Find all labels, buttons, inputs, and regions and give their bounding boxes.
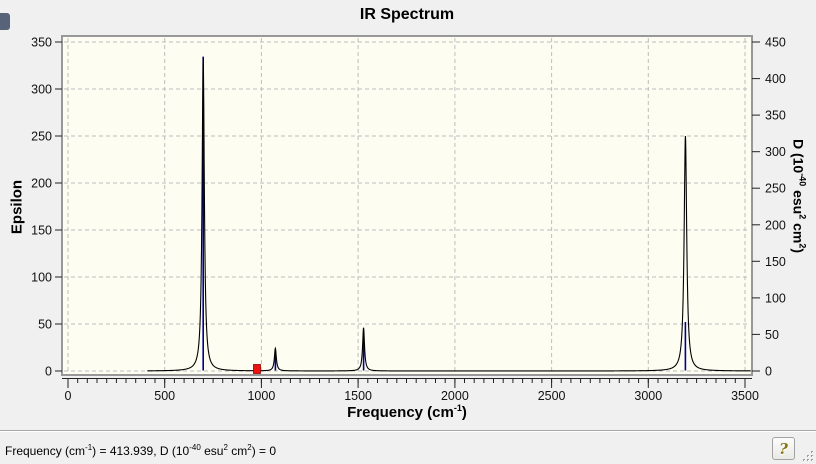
y-right-tick-labels: 0 50 100 150 200 250 300 350 400 450 xyxy=(765,36,786,379)
svg-text:0: 0 xyxy=(765,365,772,379)
svg-text:150: 150 xyxy=(31,224,52,238)
svg-text:2000: 2000 xyxy=(441,389,469,403)
svg-text:150: 150 xyxy=(765,255,786,269)
svg-text:400: 400 xyxy=(765,72,786,86)
status-bar: Frequency (cm-1) = 413.939, D (10-40 esu… xyxy=(0,430,816,464)
plot-background xyxy=(62,36,752,375)
chart-title: IR Spectrum xyxy=(359,6,455,23)
spectrum-plot[interactable]: 0 500 1000 1500 2000 2500 3000 3500050100150200… xyxy=(0,0,816,430)
svg-text:3000: 3000 xyxy=(634,389,662,403)
x-tick-labels: 0 500 1000 1500 2000 2500 3000 3500 xyxy=(65,389,759,403)
svg-text:200: 200 xyxy=(765,218,786,232)
svg-text:250: 250 xyxy=(765,182,786,196)
svg-text:350: 350 xyxy=(765,109,786,123)
dipole-strength-sticks xyxy=(202,56,687,371)
svg-text:450: 450 xyxy=(765,36,786,50)
svg-text:2500: 2500 xyxy=(538,389,566,403)
svg-text:3500: 3500 xyxy=(731,389,759,403)
svg-text:100: 100 xyxy=(765,291,786,305)
plot-frame xyxy=(61,35,753,376)
svg-text:300: 300 xyxy=(765,145,786,159)
svg-text:50: 50 xyxy=(38,318,52,332)
question-mark-icon: ? xyxy=(779,439,788,458)
help-button[interactable]: ? xyxy=(772,437,795,460)
y-left-axis xyxy=(55,41,62,372)
svg-text:500: 500 xyxy=(154,389,175,403)
svg-text:0: 0 xyxy=(45,365,52,379)
selected-mode-marker xyxy=(253,364,261,374)
resize-grip-icon[interactable] xyxy=(801,449,815,463)
svg-text:100: 100 xyxy=(31,271,52,285)
epsilon-curve xyxy=(147,57,751,372)
x-axis xyxy=(62,378,752,388)
svg-text:250: 250 xyxy=(31,130,52,144)
y-left-tick-labels: 0 50 100 150 200 250 300 350 xyxy=(31,36,52,379)
svg-text:50: 50 xyxy=(765,328,779,342)
svg-text:200: 200 xyxy=(31,177,52,191)
y-right-axis xyxy=(752,41,760,372)
svg-text:1500: 1500 xyxy=(344,389,372,403)
svg-text:300: 300 xyxy=(31,83,52,97)
window-corner-artifact xyxy=(0,13,10,30)
svg-text:0: 0 xyxy=(65,389,72,403)
status-readout: Frequency (cm-1) = 413.939, D (10-40 esu… xyxy=(5,443,277,458)
svg-text:350: 350 xyxy=(31,36,52,50)
x-axis-title: Frequency (cm-1) xyxy=(347,403,467,421)
svg-text:1000: 1000 xyxy=(247,389,275,403)
